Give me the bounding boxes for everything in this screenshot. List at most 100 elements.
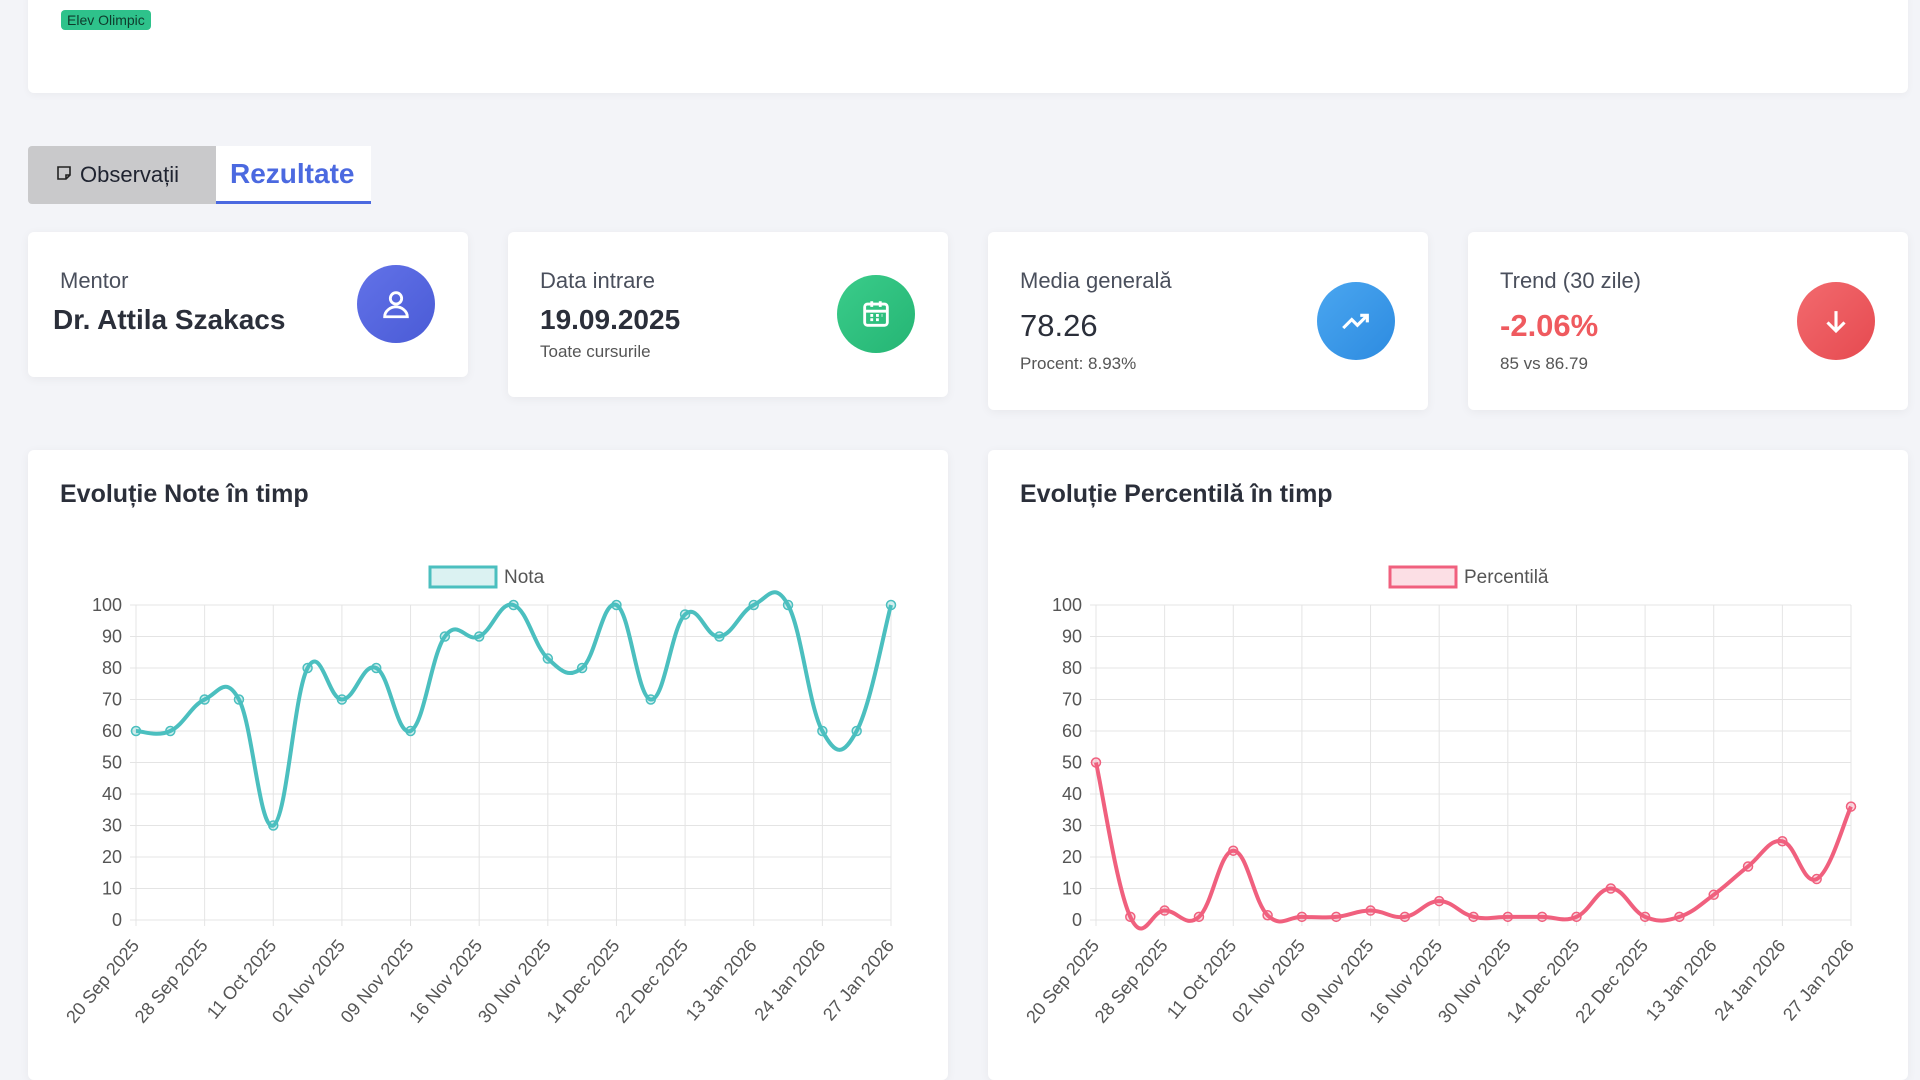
average-label: Media generală	[1020, 268, 1172, 293]
percentile-data-point[interactable]	[1125, 911, 1136, 923]
percentile-y-tick-label: 60	[1062, 721, 1082, 741]
grades-y-tick-label: 100	[92, 595, 122, 615]
percentile-y-tick-label: 10	[1062, 879, 1082, 899]
percentile-legend: Percentilă	[1388, 565, 1549, 589]
grades-data-point[interactable]	[233, 694, 245, 705]
percentile-data-point[interactable]	[1330, 911, 1342, 923]
grades-data-point[interactable]	[851, 725, 862, 737]
grades-y-tick-label: 70	[102, 690, 122, 710]
grades-legend-label: Nota	[504, 567, 545, 588]
grades-data-point[interactable]	[817, 725, 828, 737]
user-icon	[357, 265, 435, 343]
grades-data-point[interactable]	[611, 599, 622, 611]
percentile-x-tick-label: 13 Jan 2026	[1642, 936, 1721, 1025]
grades-y-tick-label: 60	[102, 721, 122, 741]
tab-observatii[interactable]: Observații	[28, 146, 216, 204]
percentile-x-tick-label: 22 Dec 2025	[1571, 936, 1652, 1027]
grades-data-point[interactable]	[885, 599, 897, 611]
grades-data-point[interactable]	[165, 725, 176, 737]
grades-data-point[interactable]	[370, 662, 382, 674]
grades-y-tick-label: 0	[112, 910, 122, 930]
percentile-data-point[interactable]	[1296, 911, 1308, 923]
percentile-data-point[interactable]	[1571, 911, 1582, 923]
grades-data-point[interactable]	[782, 599, 794, 611]
note-icon	[56, 165, 72, 186]
grades-data-point[interactable]	[645, 694, 657, 705]
grades-data-point[interactable]	[748, 599, 759, 611]
grades-legend-swatch	[428, 565, 498, 589]
grades-x-tick-label: 11 Oct 2025	[203, 936, 281, 1023]
percentile-data-point[interactable]	[1159, 905, 1170, 916]
grades-data-point[interactable]	[199, 694, 210, 705]
trend-sub: 85 vs 86.79	[1500, 354, 1588, 373]
percentile-legend-label: Percentilă	[1464, 567, 1549, 588]
percentile-data-point[interactable]	[1365, 905, 1376, 916]
percentile-data-point[interactable]	[1228, 845, 1239, 856]
entry-date-card: Data intrare 19.09.2025 Toate cursurile	[508, 232, 948, 397]
status-badge: Elev Olimpic	[61, 10, 151, 30]
grades-y-tick-label: 40	[102, 784, 122, 804]
grades-data-point[interactable]	[268, 820, 279, 831]
percentile-data-point[interactable]	[1536, 911, 1548, 923]
grades-data-point[interactable]	[576, 662, 588, 674]
grades-data-point[interactable]	[714, 631, 725, 642]
entry-date-value: 19.09.2025	[540, 304, 681, 335]
grades-y-tick-label: 30	[102, 816, 122, 836]
grades-data-point[interactable]	[542, 653, 554, 664]
percentile-data-point[interactable]	[1399, 911, 1411, 923]
percentile-data-point[interactable]	[1708, 889, 1719, 901]
grades-x-tick-label: 13 Jan 2026	[682, 936, 761, 1025]
grades-data-point[interactable]	[679, 609, 691, 620]
percentile-legend-swatch	[1388, 565, 1458, 589]
tab-rezultate[interactable]: Rezultate	[216, 146, 371, 204]
grades-data-point[interactable]	[439, 631, 451, 642]
average-sub: Procent: 8.93%	[1020, 354, 1137, 373]
grades-data-point[interactable]	[508, 599, 519, 611]
grades-x-tick-label: 27 Jan 2026	[819, 936, 898, 1025]
percentile-data-point[interactable]	[1845, 801, 1857, 812]
grades-data-point[interactable]	[130, 725, 142, 737]
percentile-data-point[interactable]	[1262, 910, 1273, 921]
grades-data-point[interactable]	[336, 694, 348, 705]
percentile-data-point[interactable]	[1777, 836, 1788, 847]
average-card: Media generală 78.26 Procent: 8.93%	[988, 232, 1428, 410]
mentor-label: Mentor	[60, 268, 129, 293]
percentile-data-point[interactable]	[1090, 757, 1102, 768]
percentile-data-point[interactable]	[1502, 911, 1514, 923]
grades-data-point[interactable]	[302, 662, 313, 674]
trend-value: -2.06%	[1500, 308, 1599, 343]
percentile-data-point[interactable]	[1468, 911, 1479, 923]
grades-y-tick-label: 50	[102, 753, 122, 773]
average-value: 78.26	[1020, 308, 1098, 343]
percentile-chart-title: Evoluție Percentilă în timp	[1020, 480, 1333, 508]
tab-bar: Observații Rezultate	[28, 146, 371, 204]
percentile-data-point[interactable]	[1811, 873, 1822, 885]
percentile-data-point[interactable]	[1674, 911, 1685, 923]
grades-legend: Nota	[428, 565, 545, 589]
grades-data-point[interactable]	[405, 725, 416, 737]
mentor-card: Mentor Dr. Attila Szakacs	[28, 232, 468, 377]
grades-y-tick-label: 80	[102, 658, 122, 678]
trend-label: Trend (30 zile)	[1500, 268, 1642, 293]
arrow-down-icon	[1797, 282, 1875, 360]
percentile-data-point[interactable]	[1639, 911, 1651, 923]
percentile-y-tick-label: 0	[1072, 910, 1082, 930]
percentile-data-point[interactable]	[1742, 861, 1754, 872]
percentile-data-point[interactable]	[1193, 911, 1205, 923]
tab-rezultate-label: Rezultate	[230, 157, 355, 189]
grades-x-tick-label: 24 Jan 2026	[750, 936, 829, 1025]
percentile-data-point[interactable]	[1605, 883, 1617, 894]
grades-data-point[interactable]	[473, 631, 485, 642]
profile-card: Elev Olimpic	[28, 0, 1908, 93]
percentile-y-tick-label: 80	[1062, 658, 1082, 678]
percentile-y-tick-label: 90	[1062, 627, 1082, 647]
percentile-y-tick-label: 30	[1062, 816, 1082, 836]
entry-date-sub: Toate cursurile	[540, 342, 651, 361]
percentile-y-tick-label: 40	[1062, 784, 1082, 804]
percentile-x-tick-label: 24 Jan 2026	[1710, 936, 1789, 1025]
percentile-series-line	[1094, 762, 1853, 931]
percentile-y-tick-label: 50	[1062, 753, 1082, 773]
grades-x-tick-label: 22 Dec 2025	[611, 936, 692, 1027]
percentile-data-point[interactable]	[1433, 895, 1445, 907]
